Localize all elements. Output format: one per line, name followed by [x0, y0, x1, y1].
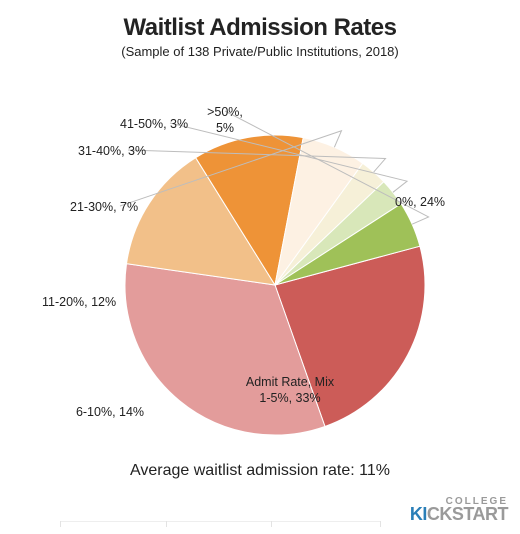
chart-title: Waitlist Admission Rates: [0, 0, 520, 42]
logo-line2: KICKSTART: [410, 507, 508, 522]
brand-logo: COLLEGE KICKSTART: [410, 498, 508, 522]
slice-label: 6-10%, 14%: [76, 405, 144, 421]
pie-chart: 0%, 24% Admit Rate, Mix1-5%, 33% 6-10%, 14…: [0, 70, 520, 470]
slice-label: 31-40%, 3%: [78, 144, 146, 160]
chart-subtitle: (Sample of 138 Private/Public Institutio…: [0, 44, 520, 59]
slice-label: 11-20%, 12%: [42, 295, 116, 311]
axis-ticks: [60, 521, 380, 530]
slice-label: Admit Rate, Mix1-5%, 33%: [246, 375, 334, 406]
chart-footer: Average waitlist admission rate: 11%: [0, 462, 520, 480]
slice-label: 41-50%, 3%: [120, 117, 188, 133]
slice-label: >50%,5%: [207, 105, 243, 136]
slice-label: 21-30%, 7%: [70, 200, 138, 216]
slice-label: 0%, 24%: [395, 195, 445, 211]
